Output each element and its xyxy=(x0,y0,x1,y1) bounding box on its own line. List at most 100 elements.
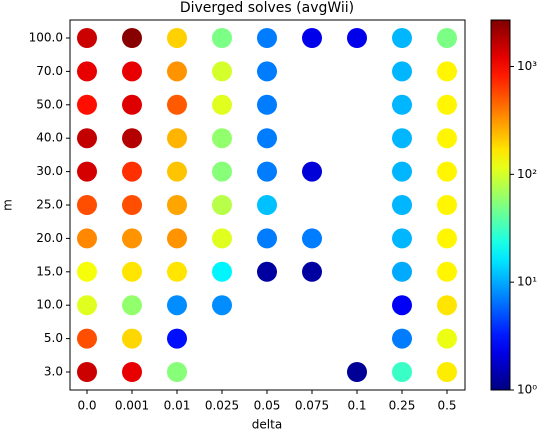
point xyxy=(122,94,142,115)
point xyxy=(257,161,277,182)
x-tick-label: 0.05 xyxy=(254,399,281,413)
point xyxy=(347,362,367,382)
point xyxy=(437,94,457,115)
y-tick-label: 50.0 xyxy=(36,97,63,111)
y-tick-label: 20.0 xyxy=(36,231,63,245)
point xyxy=(257,261,277,282)
x-tick-label: 0.1 xyxy=(347,399,366,413)
point xyxy=(167,362,187,382)
point xyxy=(212,161,232,182)
point xyxy=(122,28,142,48)
y-tick-label: 25.0 xyxy=(36,198,63,212)
point xyxy=(77,328,97,349)
point xyxy=(257,228,277,249)
point xyxy=(392,362,412,382)
point xyxy=(167,128,187,149)
point xyxy=(167,195,187,215)
y-tick-label: 3.0 xyxy=(44,365,63,379)
y-tick-label: 40.0 xyxy=(36,131,63,145)
point xyxy=(167,295,187,316)
point xyxy=(122,128,142,149)
point xyxy=(392,161,412,182)
point xyxy=(122,228,142,249)
point xyxy=(212,128,232,149)
point xyxy=(212,295,232,316)
point xyxy=(212,195,232,215)
point xyxy=(77,61,97,82)
point xyxy=(392,28,412,48)
point xyxy=(167,228,187,249)
point xyxy=(392,295,412,316)
x-tick-label: 0.025 xyxy=(205,399,239,413)
colorbar-tick-label: 10³ xyxy=(517,59,537,73)
point xyxy=(392,128,412,149)
point xyxy=(122,261,142,282)
y-tick-label: 15.0 xyxy=(36,264,63,278)
point xyxy=(392,61,412,82)
point xyxy=(392,228,412,249)
point xyxy=(257,128,277,149)
point xyxy=(257,61,277,82)
point xyxy=(257,28,277,48)
point xyxy=(77,161,97,182)
x-axis-label: delta xyxy=(252,418,282,432)
point xyxy=(167,261,187,282)
x-tick-label: 0.01 xyxy=(164,399,191,413)
point xyxy=(77,261,97,282)
point xyxy=(212,261,232,282)
point xyxy=(212,228,232,249)
colorbar xyxy=(490,19,511,391)
point xyxy=(167,61,187,82)
y-tick-label: 10.0 xyxy=(36,298,63,312)
point xyxy=(302,228,322,249)
point xyxy=(122,195,142,215)
point xyxy=(122,328,142,349)
y-axis-label: m xyxy=(1,199,15,211)
point xyxy=(392,195,412,215)
point xyxy=(302,261,322,282)
point xyxy=(437,295,457,316)
point xyxy=(437,28,457,48)
point xyxy=(257,94,277,115)
y-tick-label: 30.0 xyxy=(36,164,63,178)
point xyxy=(77,295,97,316)
point xyxy=(437,128,457,149)
point xyxy=(167,28,187,48)
point xyxy=(437,61,457,82)
point xyxy=(302,161,322,182)
point xyxy=(77,28,97,48)
y-tick-label: 100.0 xyxy=(29,31,63,45)
point xyxy=(347,28,367,48)
point xyxy=(122,362,142,382)
y-tick-label: 5.0 xyxy=(44,331,63,345)
point xyxy=(167,161,187,182)
point xyxy=(77,362,97,382)
point xyxy=(392,261,412,282)
point xyxy=(122,161,142,182)
point xyxy=(302,28,322,48)
point xyxy=(437,362,457,382)
colorbar-tick-label: 10² xyxy=(517,167,537,181)
point xyxy=(167,328,187,349)
point xyxy=(212,28,232,48)
point xyxy=(167,94,187,115)
point xyxy=(437,228,457,249)
y-tick-label: 70.0 xyxy=(36,64,63,78)
x-tick-label: 0.0 xyxy=(77,399,96,413)
point xyxy=(122,61,142,82)
x-tick-label: 0.5 xyxy=(437,399,456,413)
point xyxy=(437,328,457,349)
colorbar-tick-label: 10¹ xyxy=(517,275,537,289)
point xyxy=(77,195,97,215)
x-tick-label: 0.25 xyxy=(389,399,416,413)
point xyxy=(77,94,97,115)
point xyxy=(212,94,232,115)
point xyxy=(77,228,97,249)
point xyxy=(122,295,142,316)
point xyxy=(392,328,412,349)
point xyxy=(77,128,97,149)
point xyxy=(392,94,412,115)
point xyxy=(437,161,457,182)
x-tick-label: 0.001 xyxy=(115,399,149,413)
